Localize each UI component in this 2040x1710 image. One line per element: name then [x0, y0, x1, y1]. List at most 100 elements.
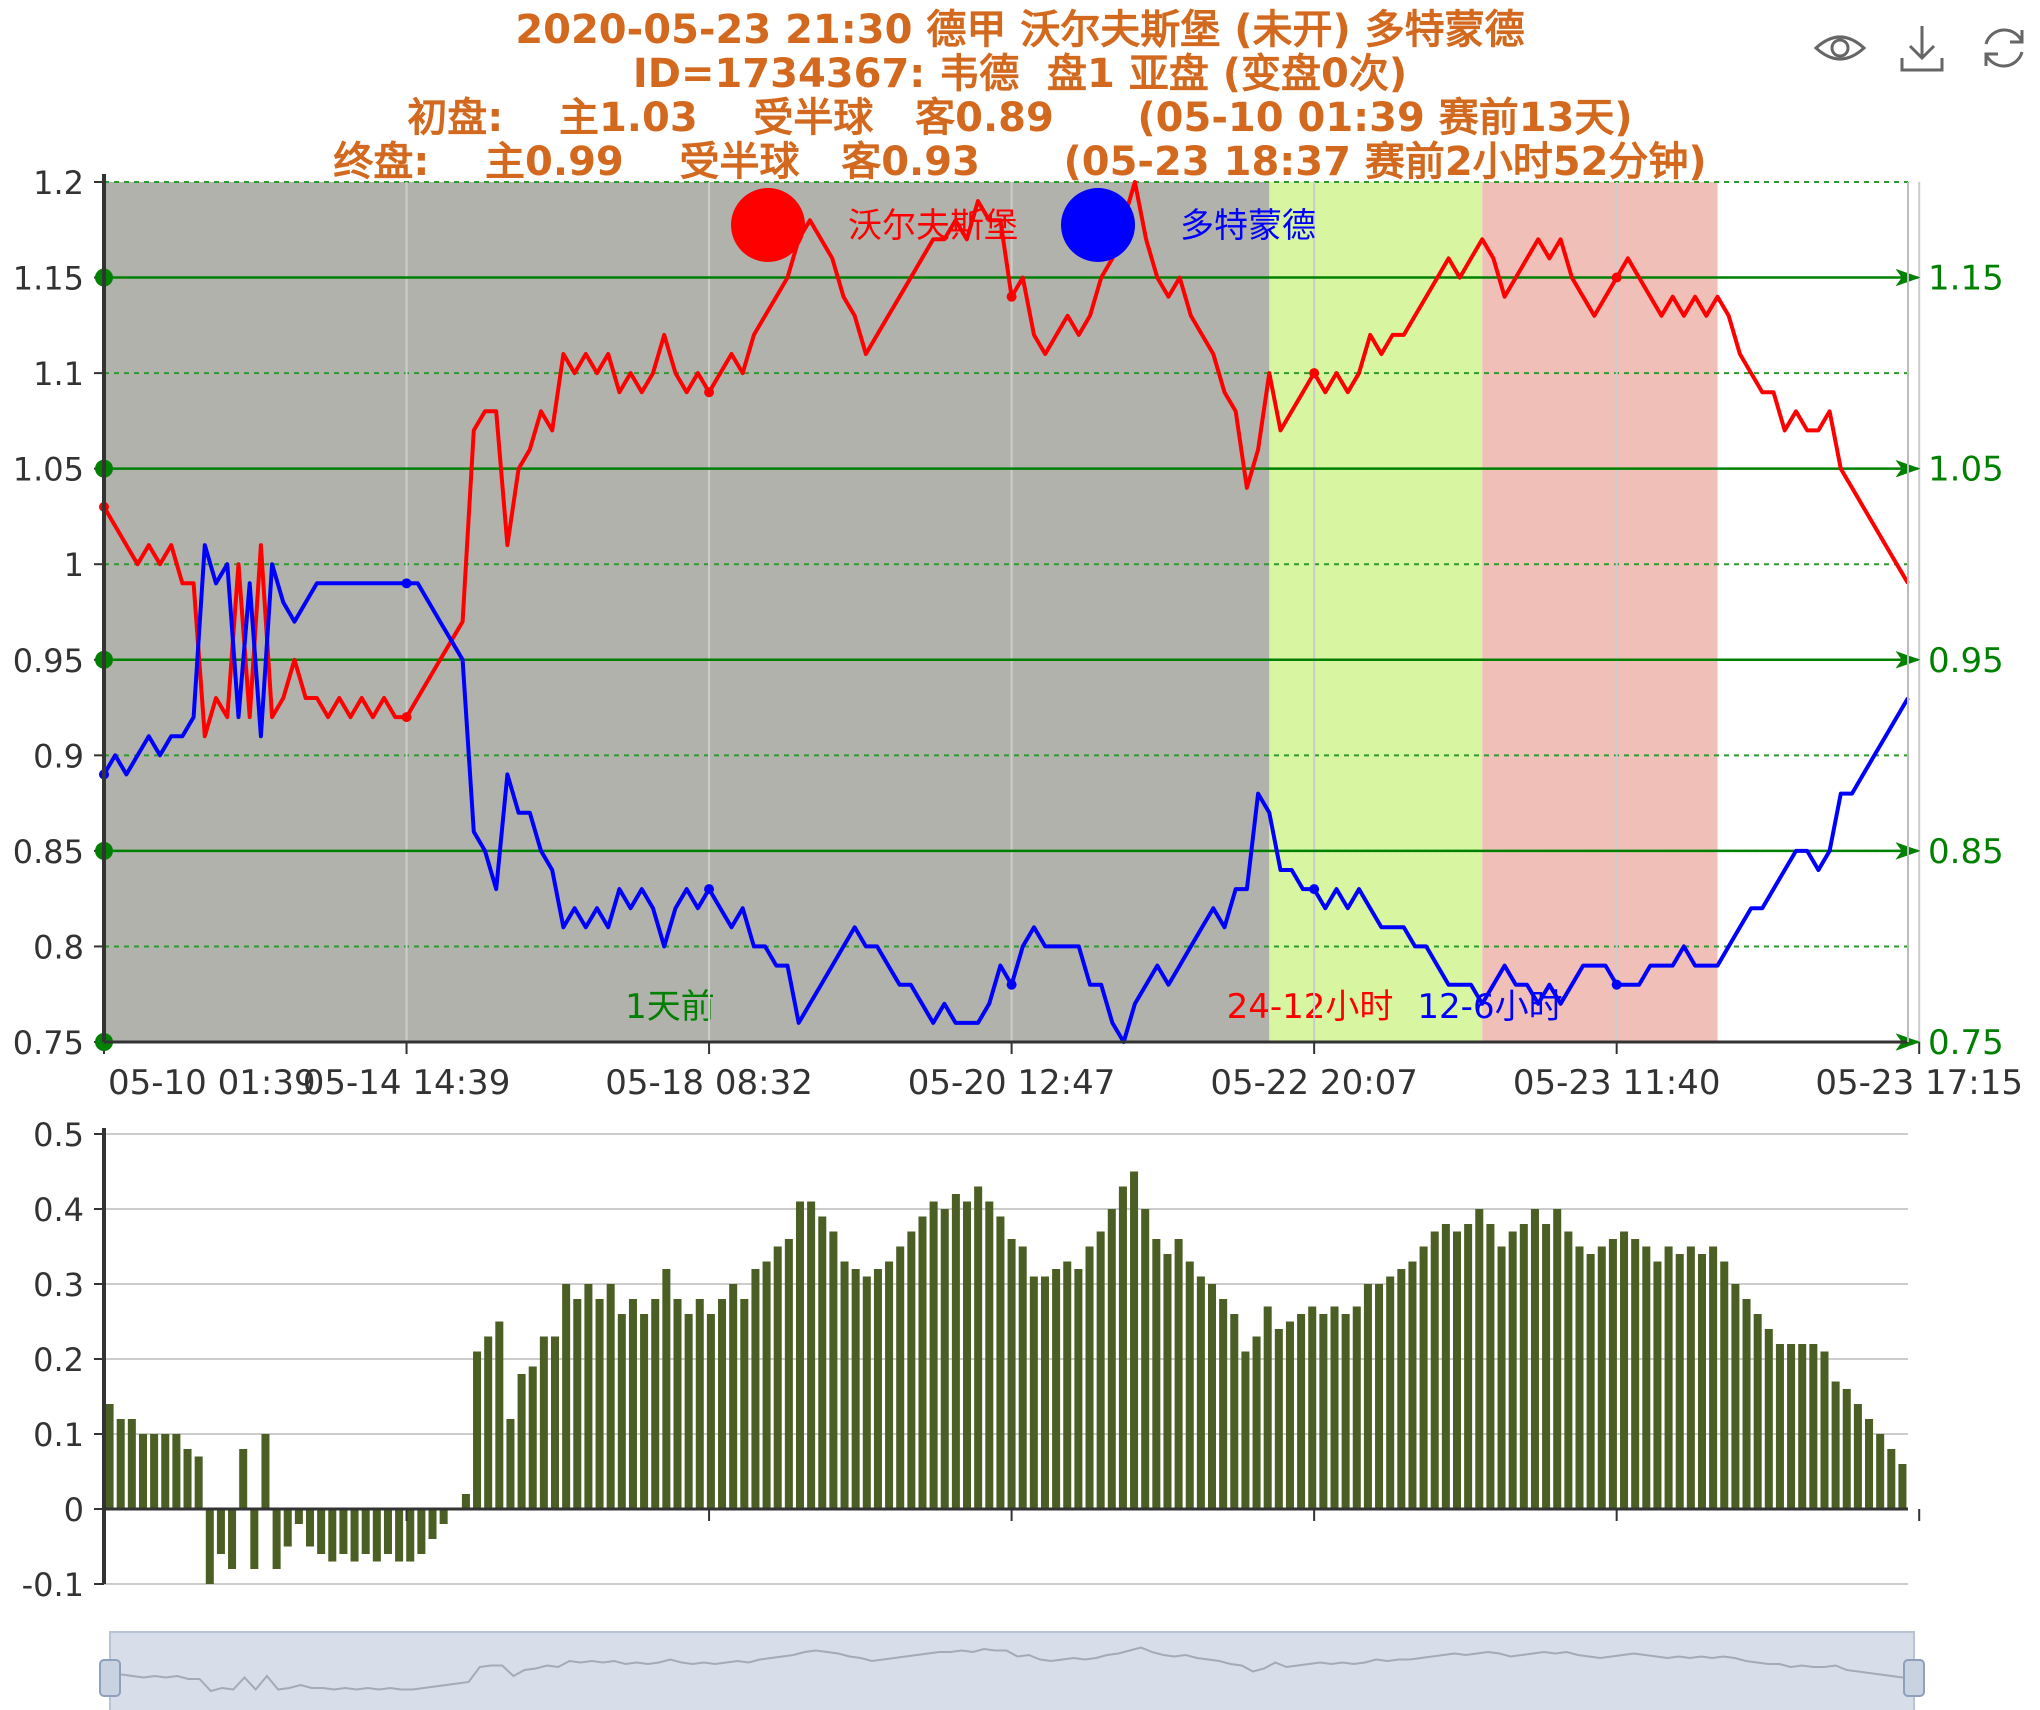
bar [205, 1509, 214, 1584]
x-tick-label: 05-18 08:32 [605, 1063, 813, 1103]
bar [1887, 1449, 1896, 1509]
eye-icon[interactable] [1812, 20, 1868, 76]
bar [695, 1299, 704, 1509]
bar [1274, 1329, 1283, 1509]
bar [1208, 1284, 1217, 1509]
bar [1163, 1254, 1172, 1509]
title-line-3: 初盘: 主1.03 受半球 客0.89 (05-10 01:39 赛前13天) [407, 95, 1633, 141]
data-zoom-handle-left[interactable] [99, 1659, 121, 1697]
bar-y-tick-label: 0.2 [33, 1341, 84, 1379]
bar [1419, 1246, 1428, 1509]
bar [1007, 1239, 1016, 1509]
bar [784, 1239, 793, 1509]
bar [517, 1374, 526, 1509]
legend-marker-2[interactable] [1061, 188, 1135, 262]
bar [1553, 1209, 1562, 1509]
bar [1486, 1224, 1495, 1509]
bar [361, 1509, 370, 1554]
bar [506, 1419, 515, 1509]
bar [1620, 1231, 1629, 1509]
bar [1219, 1299, 1228, 1509]
bar [1564, 1231, 1573, 1509]
x-tick-label: 05-23 11:40 [1513, 1063, 1721, 1103]
bar [439, 1509, 448, 1524]
bar [1386, 1276, 1395, 1509]
bar [1018, 1246, 1027, 1509]
bar [306, 1509, 315, 1547]
bar [1063, 1261, 1072, 1509]
bar [172, 1434, 181, 1509]
bar [1586, 1254, 1595, 1509]
bar [161, 1434, 170, 1509]
bar [773, 1246, 782, 1509]
bar [1787, 1344, 1796, 1509]
title-line-4: 终盘: 主0.99 受半球 客0.93 (05-23 18:37 赛前2小时52… [333, 139, 1707, 185]
legend-marker-1[interactable] [731, 188, 805, 262]
bar-y-tick-label: -0.1 [22, 1566, 84, 1604]
bar [495, 1321, 504, 1509]
bar [740, 1299, 749, 1509]
bar [873, 1269, 882, 1509]
y-tick-label: 0.8 [33, 928, 84, 966]
bar [1530, 1209, 1539, 1509]
bar [729, 1284, 738, 1509]
bar [1876, 1434, 1885, 1509]
bar [1464, 1224, 1473, 1509]
y-tick-label: 0.85 [13, 833, 84, 871]
series-point [401, 712, 412, 723]
bar [1341, 1314, 1350, 1509]
refresh-icon[interactable] [1976, 20, 2032, 76]
bar [350, 1509, 359, 1562]
bar [1241, 1351, 1250, 1509]
bar [1664, 1246, 1673, 1509]
legend-label-2[interactable]: 多特蒙德 [1180, 206, 1316, 246]
bar [1230, 1314, 1239, 1509]
legend-label-1[interactable]: 沃尔夫斯堡 [848, 206, 1018, 246]
chart-title: 2020-05-23 21:30 德甲 沃尔夫斯堡 (未开) 多特蒙德 ID=1… [0, 8, 2040, 184]
data-zoom-handle-right[interactable] [1903, 1659, 1925, 1697]
bar [417, 1509, 426, 1554]
mark-line-label: 0.75 [1928, 1023, 2004, 1063]
bar [250, 1509, 259, 1569]
bar [795, 1201, 804, 1509]
bar [1130, 1171, 1139, 1509]
bar [1865, 1419, 1874, 1509]
bar-y-tick-label: 0 [64, 1491, 84, 1529]
bar-y-tick-label: 0.4 [33, 1191, 84, 1229]
title-line-1: 2020-05-23 21:30 德甲 沃尔夫斯堡 (未开) 多特蒙德 [515, 7, 1525, 53]
bar [751, 1269, 760, 1509]
series-point [1006, 979, 1017, 990]
bar [662, 1269, 671, 1509]
mark-line-label: 1.15 [1928, 259, 2004, 299]
bar [1397, 1269, 1406, 1509]
bar [840, 1261, 849, 1509]
bar [807, 1201, 816, 1509]
bar [1330, 1306, 1339, 1509]
bar [562, 1284, 571, 1509]
bar [105, 1404, 114, 1509]
bar [1709, 1246, 1718, 1509]
bar [1096, 1231, 1105, 1509]
bar [1319, 1314, 1328, 1509]
bar [550, 1336, 560, 1509]
series-point [1309, 884, 1320, 895]
title-line-2: ID=1734367: 韦德 盘1 亚盘 (变盘0次) [632, 51, 1408, 97]
bar [473, 1351, 482, 1509]
bar [1118, 1186, 1127, 1509]
bar [940, 1209, 949, 1509]
bar [239, 1449, 248, 1509]
bar [1308, 1306, 1317, 1509]
bar [461, 1494, 470, 1509]
download-icon[interactable] [1894, 20, 1950, 76]
bar [1497, 1246, 1506, 1509]
bar [851, 1269, 860, 1509]
data-zoom-preview [109, 1646, 1915, 1693]
data-zoom-slider[interactable] [109, 1631, 1915, 1710]
bar [1575, 1246, 1584, 1509]
bar [406, 1509, 415, 1562]
bar [907, 1231, 916, 1509]
bar [1508, 1231, 1517, 1509]
x-tick-label: 05-22 20:07 [1210, 1063, 1418, 1103]
bar [228, 1509, 237, 1569]
